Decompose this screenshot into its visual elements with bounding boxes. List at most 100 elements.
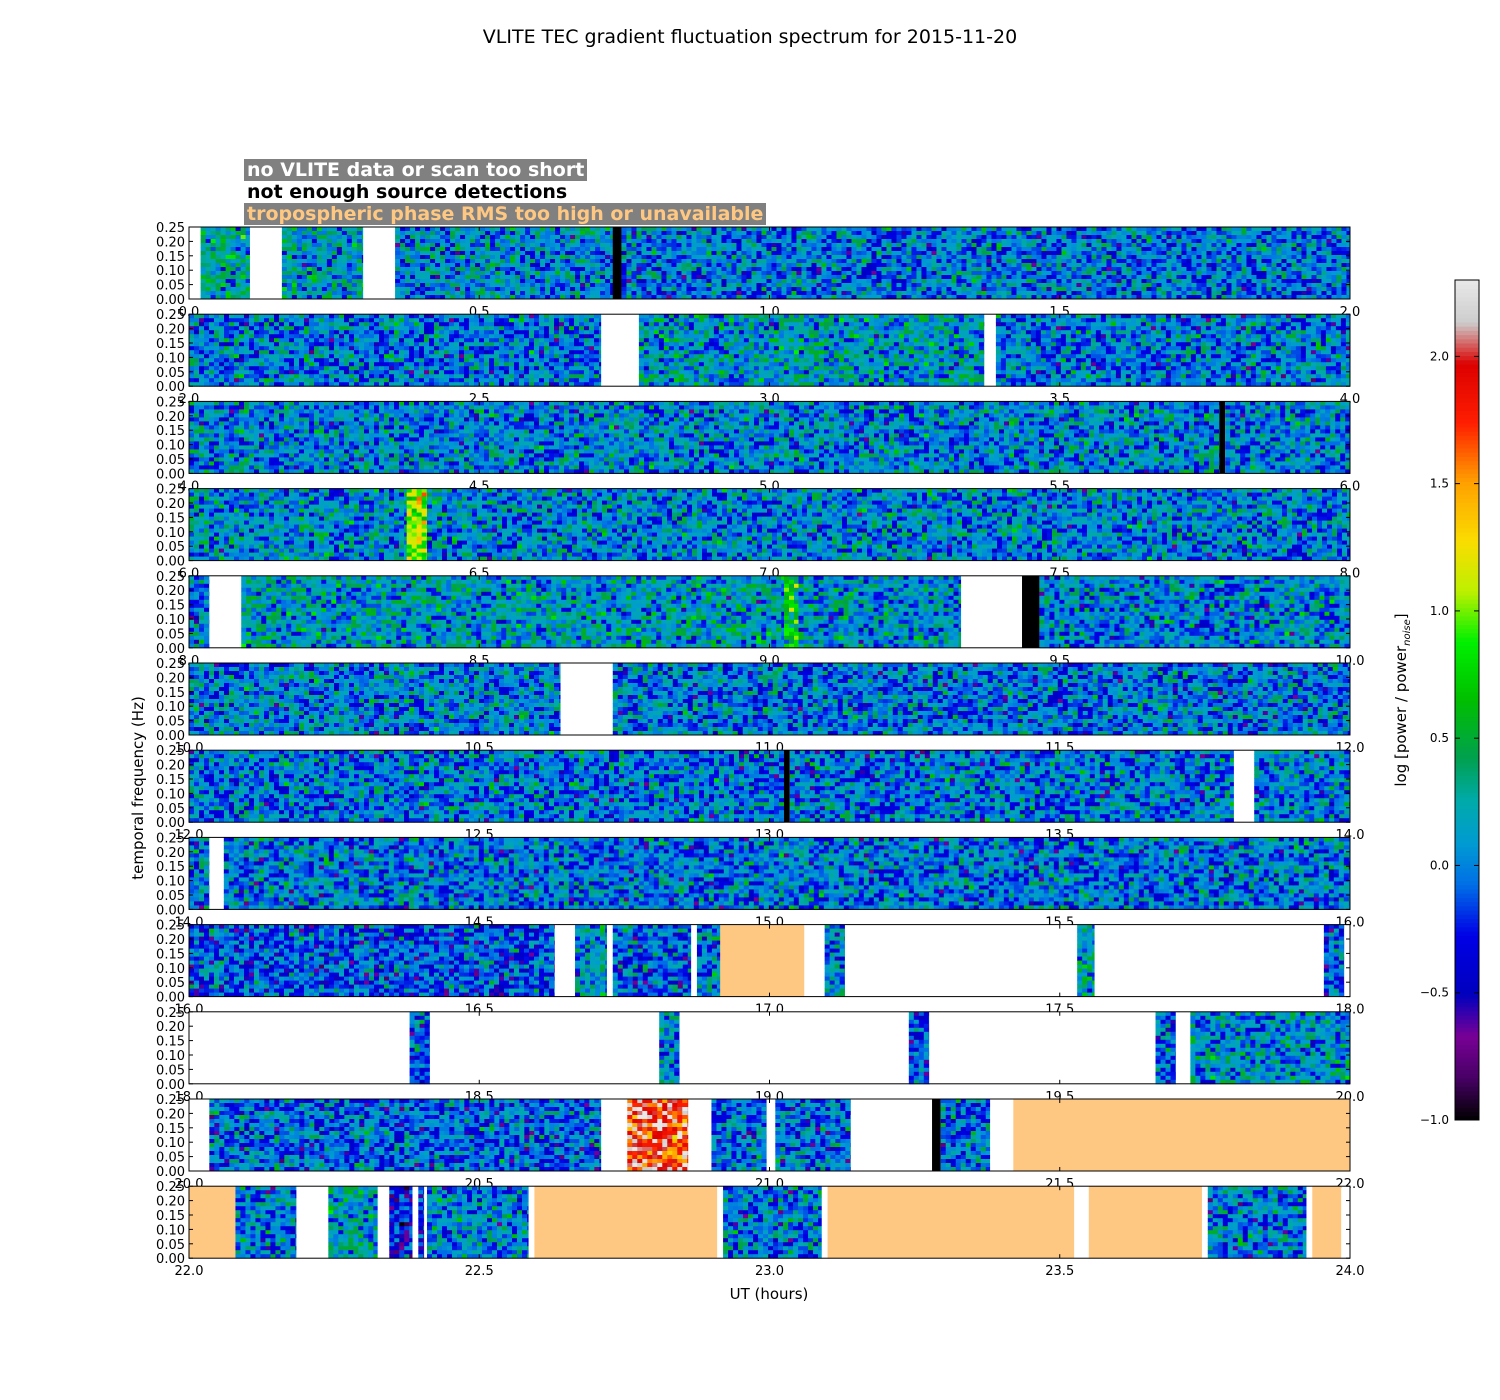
legend-few-detections: not enough source detections [244, 181, 571, 203]
panel-12-no-data-segment [412, 1186, 419, 1259]
panel-3-ytick-label: 0.25 [156, 395, 185, 410]
panel-6-data-segment-1 [189, 663, 561, 736]
panel-11-no-data-segment [990, 1099, 1014, 1171]
panel-11-no-data-segment [189, 1099, 210, 1171]
panel-7-ytick-label: 0.10 [156, 787, 185, 802]
panel-9-ytick-label: 0.00 [156, 991, 185, 1006]
panel-5-ytick-label: 0.00 [156, 642, 185, 657]
panel-11-ytick-label: 0.10 [156, 1136, 185, 1151]
panel-12-no-data-segment [377, 1186, 390, 1259]
legend-no-data: no VLITE data or scan too short [244, 159, 588, 181]
panel-9-data-segment-14 [1323, 924, 1345, 997]
panel-5-few-detections-segment [1022, 575, 1040, 648]
colorbar-label-subscript: noise [1402, 619, 1413, 646]
colorbar-tick-label: −0.5 [1420, 986, 1449, 1000]
colorbar-label-end: ] [1392, 613, 1410, 619]
panel-6-no-data-segment [560, 663, 613, 735]
panel-3-data-segment-3 [1225, 401, 1351, 474]
panel-5-ytick-label: 0.05 [156, 627, 185, 642]
panel-9-ytick-label: 0.25 [156, 919, 185, 934]
panel-7-ytick-label: 0.25 [156, 744, 185, 759]
panel-2-ytick-label: 0.05 [156, 366, 185, 381]
panel-8-ytick-label: 0.25 [156, 831, 185, 846]
panel-6-data-segment-3 [612, 663, 1351, 736]
panel-5-no-data-segment [961, 575, 1023, 648]
panel-11-few-detections-segment [932, 1099, 941, 1171]
panel-1-few-detections-segment [612, 227, 622, 299]
panel-7-ytick-label: 0.20 [156, 759, 185, 774]
panel-10-ytick-label: 0.00 [156, 1078, 185, 1093]
panel-4-ytick-label: 0.00 [156, 555, 185, 570]
panel-11-data-segment-11 [940, 1099, 991, 1172]
panel-1: 0.000.050.100.150.200.250.0 0.5 1.0 1.5 2.0 [156, 221, 1360, 320]
panel-9-ytick-label: 0.20 [156, 933, 185, 948]
panel-12-xtick-label: 23.5 [1045, 1264, 1074, 1279]
panel-1-ytick-label: 0.25 [156, 221, 185, 236]
panel-12-xtick-label: 22.5 [465, 1264, 494, 1279]
panel-11-no-data-segment [688, 1099, 712, 1171]
panel-12-no-data-segment [821, 1186, 828, 1259]
panel-1-no-data-segment [363, 227, 396, 299]
panel-1-ytick-label: 0.10 [156, 264, 185, 279]
panel-7-no-data-segment [1233, 750, 1255, 823]
panel-8-ytick-label: 0.00 [156, 903, 185, 918]
panel-12-data-segment-6 [389, 1186, 413, 1259]
panel-5-data-segment-4 [784, 575, 799, 649]
panel-1-ytick-label: 0.20 [156, 235, 185, 250]
panel-12-ytick-label: 0.20 [156, 1195, 185, 1210]
panel-3-ytick-label: 0.15 [156, 424, 185, 439]
panel-6-ytick-label: 0.05 [156, 715, 185, 730]
panel-7-ytick-label: 0.00 [156, 816, 185, 831]
panel-12-data-segment-2 [235, 1186, 297, 1259]
panel-12-no-data-segment [1341, 1186, 1350, 1259]
panel-9-no-data-segment [1344, 924, 1350, 997]
panel-12-no-data-segment [1074, 1186, 1089, 1259]
panel-12-no-data-segment [424, 1186, 427, 1259]
panel-12-tropo-segment [1088, 1186, 1202, 1259]
panel-2-no-data-segment [601, 314, 639, 387]
panel-3-ytick-label: 0.10 [156, 439, 185, 454]
panel-9-no-data-segment [804, 924, 825, 997]
panel-12-ytick-label: 0.25 [156, 1180, 185, 1195]
panel-12-xtick-label: 23.0 [755, 1264, 784, 1279]
panel-12-ytick-label: 0.05 [156, 1238, 185, 1253]
colorbar-tick-label: 1.5 [1430, 477, 1449, 491]
panel-12-data-segment-4 [328, 1186, 379, 1259]
panel-2-no-data-segment [984, 314, 996, 387]
panel-5: 0.000.050.100.150.200.258.0 8.5 9.0 9.5 10.0 [156, 570, 1364, 669]
colorbar-frame [1454, 279, 1480, 1121]
panel-9-no-data-segment [1094, 924, 1324, 997]
panel-11-ytick-label: 0.00 [156, 1165, 185, 1180]
panel-2-ytick-label: 0.20 [156, 323, 185, 338]
panel-11-no-data-segment [850, 1099, 933, 1171]
panel-1-data-segment-4 [281, 227, 364, 300]
panel-12-tropo-segment [189, 1186, 236, 1259]
panel-2: 0.000.050.100.150.200.252.0 2.5 3.0 3.5 4.0 [156, 308, 1360, 407]
panel-12-data-segment-8 [418, 1186, 425, 1259]
panel-10-no-data-segment [1175, 1011, 1191, 1084]
panel-2-ytick-label: 0.00 [156, 380, 185, 395]
panel-12-data-segment-14 [723, 1186, 823, 1259]
panel-2-ytick-label: 0.25 [156, 308, 185, 323]
panel-12-xtick-label: 22.0 [175, 1264, 204, 1279]
panel-8-ytick-label: 0.05 [156, 889, 185, 904]
colorbar-label-main: log [power / power [1392, 645, 1410, 787]
panel-6-ytick-label: 0.20 [156, 671, 185, 686]
panel-8-data-segment-3 [223, 837, 1351, 910]
panel-2-ytick-label: 0.15 [156, 337, 185, 352]
panel-4-data-segment-2 [406, 488, 428, 561]
panel-10-ytick-label: 0.25 [156, 1006, 185, 1021]
panel-10-ytick-label: 0.05 [156, 1063, 185, 1078]
panel-9-no-data-segment [691, 924, 697, 997]
panel-9-ytick-label: 0.10 [156, 962, 185, 977]
panel-10-ytick-label: 0.20 [156, 1020, 185, 1035]
panel-7-few-detections-segment [784, 750, 790, 823]
panel-10-data-segment-6 [908, 1011, 930, 1085]
panel-4-ytick-label: 0.25 [156, 483, 185, 498]
panel-7-data-segment-1 [189, 750, 785, 823]
panel-4-ytick-label: 0.20 [156, 497, 185, 512]
panel-10-data-segment-8 [1155, 1011, 1177, 1085]
panel-4-ytick-label: 0.15 [156, 511, 185, 526]
panel-11-data-segment-6 [711, 1099, 767, 1172]
